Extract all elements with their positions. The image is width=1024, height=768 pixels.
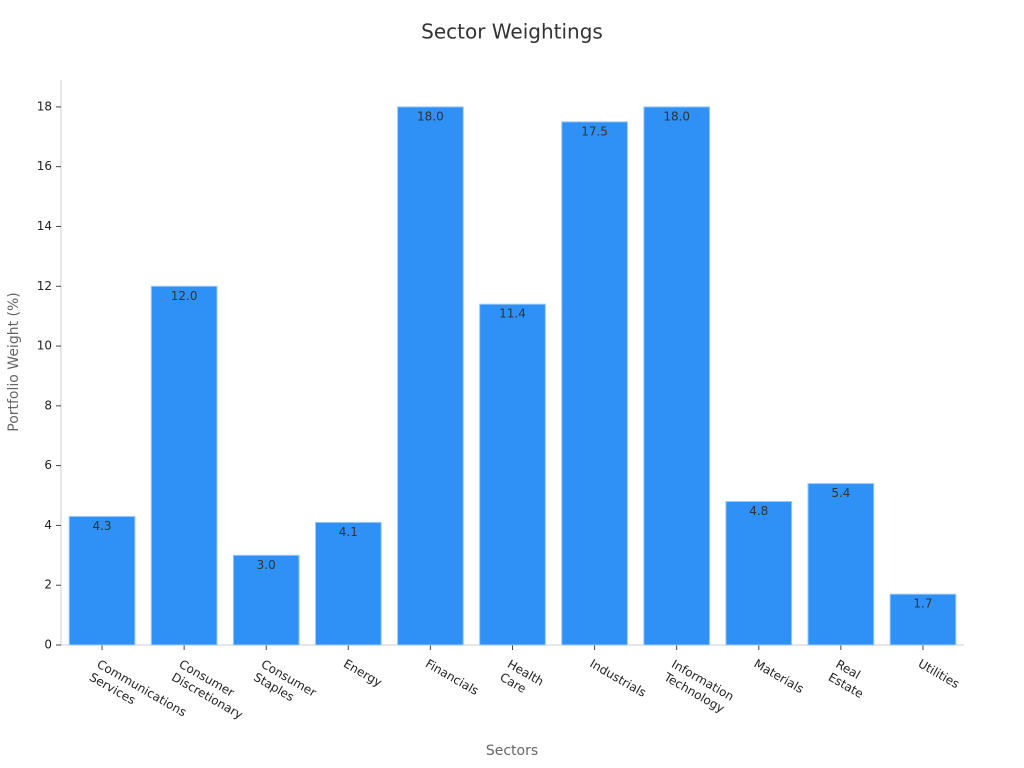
- x-tick-label: RealEstate: [826, 657, 873, 701]
- bar: [561, 121, 628, 646]
- y-tick-label: 8: [44, 398, 52, 412]
- x-tick-label: Materials: [752, 657, 807, 697]
- x-tick-label: InformationTechnology: [661, 656, 737, 716]
- bar: [150, 285, 218, 646]
- y-tick-label: 4: [44, 518, 52, 532]
- x-axis-label: Sectors: [486, 743, 538, 759]
- x-tick-label: CommunicationsServices: [87, 657, 189, 733]
- bar: [68, 515, 136, 646]
- data-label: 11.4: [499, 307, 526, 321]
- data-label: 4.3: [92, 519, 111, 533]
- bar: [725, 501, 793, 646]
- y-tick-label: 12: [37, 279, 52, 293]
- data-label: 5.4: [831, 486, 850, 500]
- bar: [232, 554, 300, 646]
- bar: [643, 106, 711, 646]
- data-label: 4.8: [749, 504, 768, 518]
- x-tick-label: HealthCare: [498, 657, 547, 702]
- y-tick-label: 10: [37, 339, 52, 353]
- data-label: 17.5: [581, 124, 608, 138]
- x-tick-label: Industrials: [587, 657, 648, 700]
- bar: [314, 521, 382, 646]
- x-tick-label: ConsumerStaples: [251, 657, 319, 713]
- data-label: 12.0: [171, 289, 198, 303]
- y-tick-label: 2: [44, 578, 52, 592]
- y-tick-label: 18: [37, 99, 52, 113]
- data-label: 1.7: [913, 597, 932, 611]
- data-label: 18.0: [663, 109, 690, 123]
- data-label: 18.0: [417, 109, 444, 123]
- y-tick-label: 16: [37, 159, 52, 173]
- chart-title: Sector Weightings: [421, 20, 603, 44]
- x-tick-label: Utilities: [916, 657, 962, 692]
- x-tick-label: Financials: [423, 657, 481, 699]
- bar: [397, 106, 464, 646]
- bar: [889, 593, 957, 646]
- bar: [807, 483, 875, 646]
- y-tick-label: 6: [44, 458, 52, 472]
- x-tick-label: Energy: [341, 657, 384, 690]
- y-axis-label: Portfolio Weight (%): [6, 292, 22, 432]
- y-tick-label: 14: [37, 219, 52, 233]
- y-tick-label: 0: [44, 638, 52, 652]
- data-label: 3.0: [257, 558, 276, 572]
- data-label: 4.1: [339, 525, 358, 539]
- bar: [479, 303, 546, 646]
